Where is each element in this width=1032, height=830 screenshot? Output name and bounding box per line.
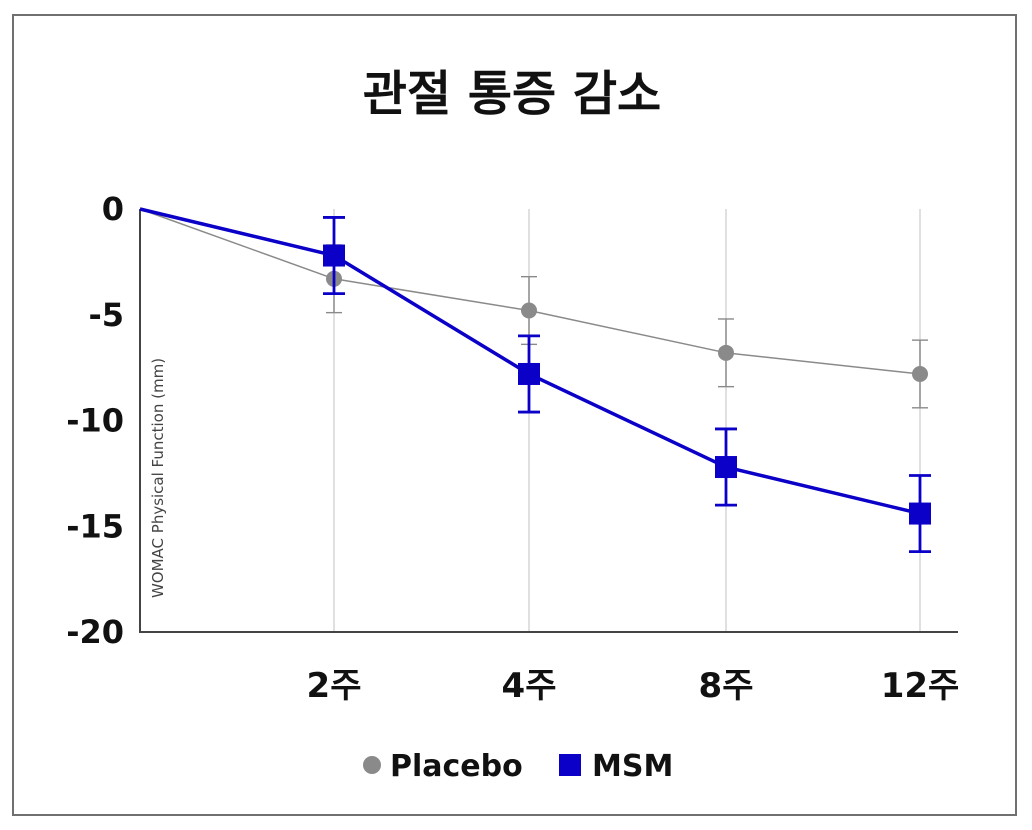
data-point <box>521 302 537 319</box>
data-point <box>912 365 928 382</box>
x-tick-label: 4주 <box>502 666 557 706</box>
y-tick-label: 0 <box>102 190 124 228</box>
series-layer <box>139 207 931 554</box>
legend-item-msm: MSM <box>559 749 673 784</box>
legend-label: MSM <box>592 749 673 784</box>
legend: Placebo MSM <box>363 749 673 784</box>
series-msm <box>139 207 931 554</box>
axes <box>139 209 958 633</box>
legend-label: Placebo <box>390 749 523 784</box>
y-tick-labels: 0 -5 -10 -15 -20 <box>66 190 124 651</box>
data-point <box>718 344 734 361</box>
x-tick-labels: 2주 4주 8주 12주 <box>307 666 960 706</box>
y-axis-label: WOMAC Physical Function (mm) <box>149 358 167 598</box>
legend-marker <box>363 756 381 774</box>
y-tick-label: -10 <box>66 402 124 440</box>
data-point <box>518 362 540 385</box>
data-point <box>715 456 737 479</box>
data-point <box>909 502 931 525</box>
legend-item-placebo: Placebo <box>363 749 523 784</box>
x-tick-label: 12주 <box>881 666 960 706</box>
x-tick-label: 8주 <box>699 666 754 706</box>
chart-frame <box>12 14 1017 816</box>
x-tick-label: 2주 <box>307 666 362 706</box>
chart-title: 관절 통증 감소 <box>363 66 661 122</box>
y-tick-label: -15 <box>66 507 124 545</box>
y-tick-label: -5 <box>88 296 124 334</box>
legend-marker <box>559 754 581 776</box>
y-tick-label: -20 <box>66 613 124 651</box>
data-point <box>323 244 345 267</box>
